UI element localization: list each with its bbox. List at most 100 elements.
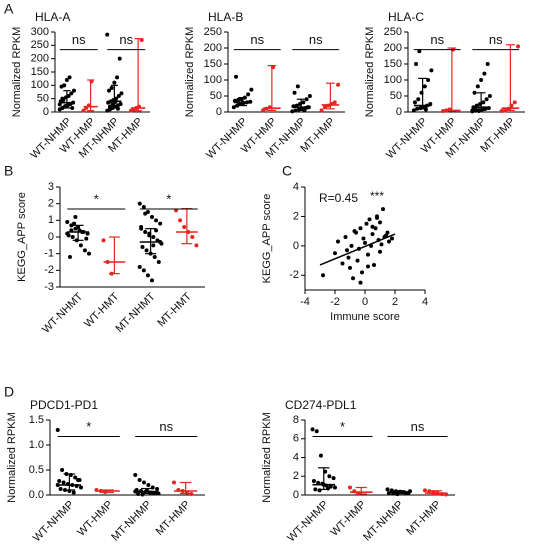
data-point	[81, 108, 86, 113]
y-axis-label: KEGG_APP score	[16, 192, 28, 282]
y-tick-label: 6	[293, 433, 299, 445]
y-tick-label: 100	[384, 74, 402, 86]
data-point	[182, 225, 187, 229]
data-point	[423, 488, 427, 493]
data-point	[70, 235, 75, 239]
data-point	[118, 102, 123, 106]
data-point	[60, 96, 65, 101]
data-point	[313, 487, 318, 492]
panel-label: D	[4, 384, 14, 400]
data-point	[71, 490, 76, 495]
y-tick-label: 0	[216, 106, 222, 118]
data-point	[153, 491, 158, 496]
data-point	[73, 475, 78, 480]
data-point	[378, 220, 382, 225]
y-tick-label: 250	[204, 26, 222, 38]
data-point	[154, 218, 159, 223]
chart-title: CD274-PDL1	[285, 398, 357, 412]
data-point	[385, 487, 390, 492]
data-point	[137, 265, 142, 269]
y-tick-label: 150	[204, 58, 222, 70]
significance-label: ns	[250, 32, 264, 47]
x-tick-label: WT-NHMP	[285, 499, 331, 545]
y-tick-label: 50	[210, 90, 222, 102]
data-point	[67, 75, 72, 80]
data-point	[411, 108, 416, 113]
y-tick-label: 0	[48, 231, 54, 243]
data-point	[58, 487, 63, 491]
data-point	[348, 265, 352, 270]
data-point	[499, 109, 504, 114]
x-tick-label: MT-NHMT	[113, 290, 158, 335]
data-point	[381, 207, 385, 212]
data-point	[72, 88, 76, 93]
data-point	[340, 261, 345, 266]
significance-label: *	[166, 191, 171, 206]
y-tick-label: 50	[37, 93, 49, 105]
significance-label: ns	[309, 32, 323, 47]
y-tick-label: 0.0	[29, 489, 44, 501]
data-point	[482, 71, 487, 76]
data-point	[62, 83, 67, 88]
x-axis-label: Immune score	[330, 311, 400, 323]
data-point	[261, 108, 266, 113]
data-point	[194, 243, 199, 248]
data-point	[76, 478, 81, 482]
data-point	[149, 278, 154, 283]
data-point	[117, 56, 122, 61]
data-point	[311, 478, 316, 483]
data-point	[481, 100, 486, 105]
data-point	[119, 91, 124, 96]
data-point	[318, 453, 323, 458]
data-point	[295, 84, 300, 89]
data-point	[333, 485, 337, 490]
data-point	[429, 68, 434, 73]
y-axis-label: Normalized RPKM	[6, 412, 18, 502]
y-tick-label: 300	[31, 26, 49, 38]
data-point	[355, 258, 360, 263]
data-point	[370, 224, 375, 229]
significance-label: ns	[489, 32, 503, 47]
data-point	[487, 94, 492, 98]
data-point	[366, 252, 370, 257]
y-tick-label: 250	[31, 39, 49, 51]
data-point	[502, 108, 507, 113]
data-point	[301, 100, 306, 105]
data-point	[149, 215, 154, 219]
data-point	[416, 97, 421, 102]
data-point	[141, 480, 146, 485]
data-point	[384, 233, 388, 238]
y-tick-label: 200	[384, 42, 402, 54]
data-point	[375, 215, 379, 220]
data-point	[423, 107, 428, 112]
data-point	[343, 235, 348, 240]
data-point	[319, 108, 324, 113]
data-point	[65, 220, 70, 224]
y-tick-label: 250	[384, 26, 402, 38]
panel-label: A	[4, 1, 14, 17]
data-point	[156, 260, 161, 264]
y-axis-label: KEGG_APP score	[261, 194, 273, 284]
y-tick-label: 0	[293, 489, 299, 501]
y-tick-label: 8	[293, 414, 299, 426]
x-tick-label: 0	[362, 296, 368, 308]
y-axis-label: Normalized RPKM	[11, 27, 23, 117]
significance-label: *	[86, 419, 91, 434]
data-point	[352, 229, 357, 234]
y-tick-label: 2	[48, 198, 54, 210]
y-tick-label: 150	[384, 58, 402, 70]
data-point	[332, 100, 337, 105]
data-point	[292, 90, 297, 95]
data-point	[328, 484, 333, 489]
data-point	[485, 62, 490, 66]
y-tick-label: 50	[390, 90, 402, 102]
data-point	[116, 94, 121, 98]
data-point	[67, 255, 72, 259]
y-tick-label: -3	[44, 281, 54, 293]
data-point	[363, 240, 367, 245]
y-tick-label: -2	[44, 264, 54, 276]
data-point	[151, 243, 156, 248]
data-point	[385, 230, 390, 235]
x-tick-label: MT-NHMP	[109, 499, 154, 544]
data-point	[417, 49, 422, 54]
